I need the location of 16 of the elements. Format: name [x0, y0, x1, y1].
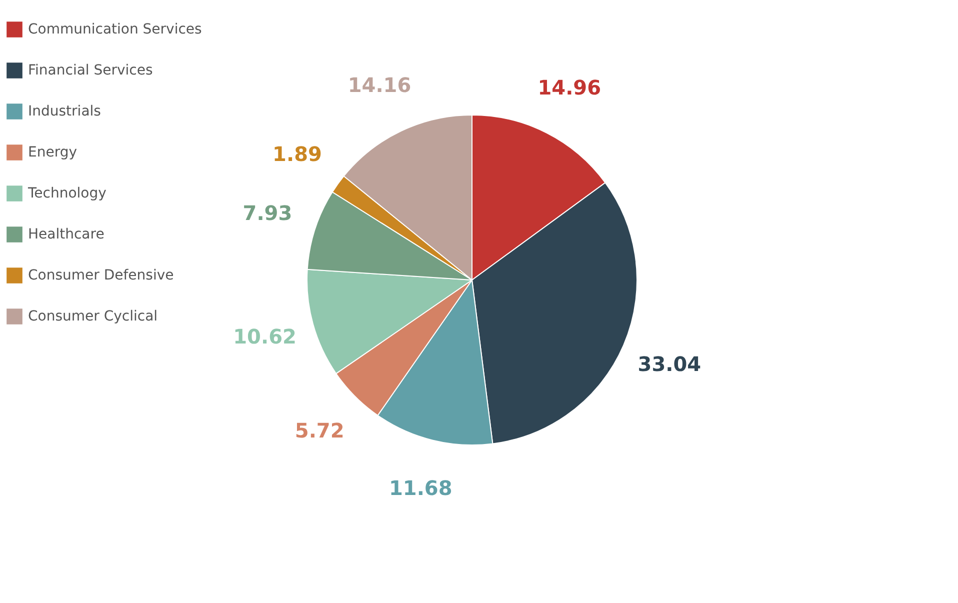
legend-label: Industrials	[28, 104, 101, 120]
legend-label: Communication Services	[28, 22, 202, 38]
data-label: 1.89	[272, 142, 322, 166]
data-label: 5.72	[294, 418, 344, 443]
legend-label: Technology	[27, 186, 106, 202]
data-label: 14.16	[348, 72, 412, 97]
data-label: 11.68	[388, 476, 452, 500]
data-label: 33.04	[638, 352, 702, 376]
data-label: 14.96	[538, 75, 601, 100]
data-label: 7.93	[242, 200, 292, 225]
data-label: 10.62	[233, 324, 296, 348]
legend-label: Financial Services	[28, 62, 153, 78]
legend-label: Consumer Cyclical	[28, 308, 158, 324]
legend-label: Consumer Defensive	[28, 268, 174, 284]
legend-label: Healthcare	[28, 226, 104, 242]
legend-label: Energy	[28, 144, 78, 160]
